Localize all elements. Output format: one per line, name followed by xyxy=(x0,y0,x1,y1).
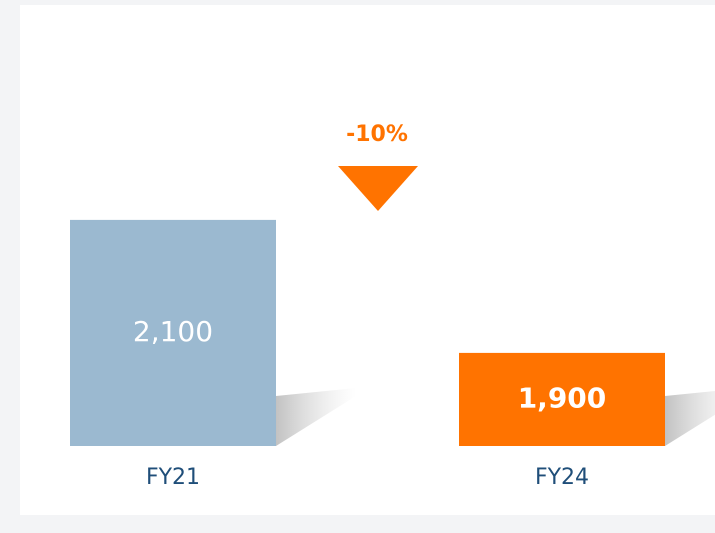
down-arrow xyxy=(338,166,418,211)
value-label: 1,900 xyxy=(518,381,607,414)
bar-shadow xyxy=(665,391,715,446)
x-tick-label: FY24 xyxy=(535,465,589,490)
x-tick-label: FY21 xyxy=(146,465,200,490)
bar-shadow xyxy=(276,388,356,446)
plot: 2,100 FY21 1,900 FY24 xyxy=(70,219,715,490)
bar xyxy=(459,352,665,446)
change-label: -10% xyxy=(346,122,408,147)
bar xyxy=(70,219,276,446)
value-label: 2,100 xyxy=(133,315,213,348)
